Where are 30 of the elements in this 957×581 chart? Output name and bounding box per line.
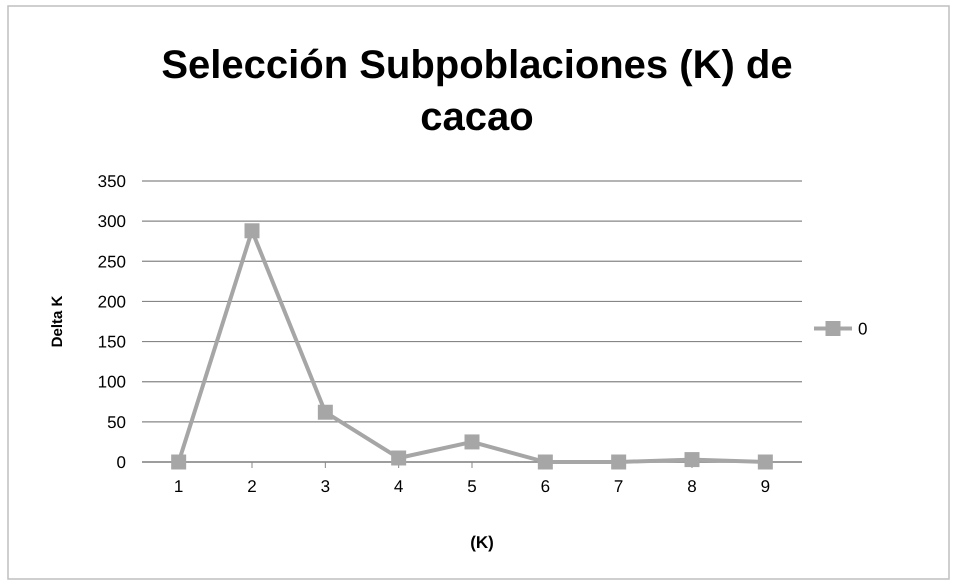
point [464,434,480,450]
x-tick-label: 4 [394,477,404,496]
legend-label: 0 [858,320,868,338]
point [244,223,260,238]
y-tick-label: 0 [116,453,126,472]
point [318,404,333,420]
y-tick-label: 200 [98,292,126,312]
y-axis-title: Delta K [49,295,66,348]
x-tick-label: 1 [174,477,184,496]
y-tick-label: 100 [98,372,126,392]
point [538,454,553,470]
point [171,454,186,470]
chart-title: Selección Subpoblaciones (K) de cacao [161,43,793,139]
x-tick-label: 7 [614,477,624,496]
point [391,450,406,466]
y-tick-label: 50 [107,412,126,432]
y-tick-label: 250 [98,252,126,272]
y-tick-label: 150 [98,332,126,352]
y-tick-label: 350 [98,172,126,191]
point [684,452,700,468]
x-axis-title: (K) [470,533,494,552]
x-tick-label: 5 [467,477,477,496]
y-tick-label: 300 [98,212,126,232]
x-tick-label: 2 [247,477,257,496]
x-tick-label: 8 [687,477,697,496]
x-tick-label: 3 [320,477,330,496]
x-tick-label: 6 [540,477,550,496]
x-tick-label: 9 [760,477,770,496]
point [758,454,773,470]
point [611,454,626,470]
